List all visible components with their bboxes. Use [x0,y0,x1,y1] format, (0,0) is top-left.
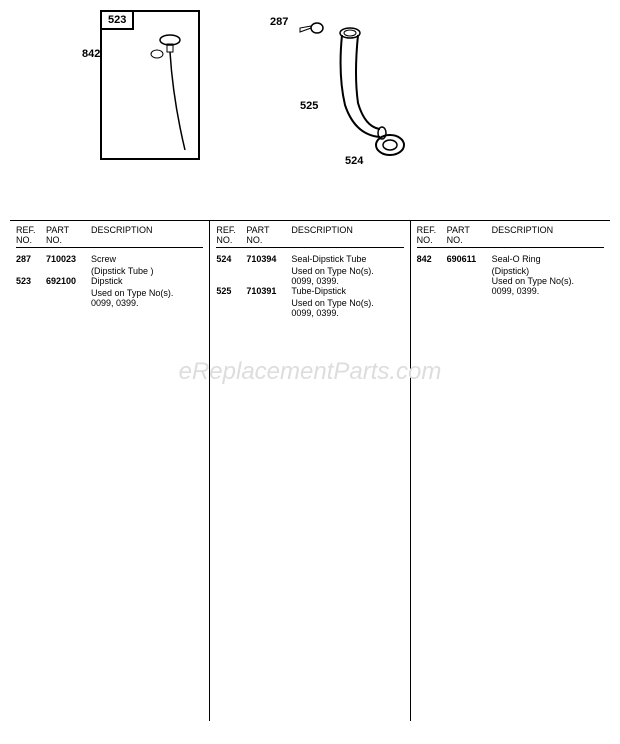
table-row: 287 710023 Screw [16,254,203,264]
col-header: REF. NO. PART NO. DESCRIPTION [216,225,403,248]
callout-287: 287 [270,16,288,28]
table-col-2: REF. NO. PART NO. DESCRIPTION 524 710394… [210,221,410,721]
cell-ref: 523 [16,276,46,286]
seal-icon [370,130,410,160]
cell-desc: Seal-O Ring [492,254,604,264]
table-col-3: REF. NO. PART NO. DESCRIPTION 842 690611… [411,221,610,721]
cell-part: 710394 [246,254,291,264]
cell-part: 710023 [46,254,91,264]
header-ref: REF. NO. [216,225,246,245]
header-ref: REF. NO. [16,225,46,245]
callout-525: 525 [300,100,318,112]
cell-desc: Dipstick [91,276,203,286]
cell-desc: Seal-Dipstick Tube [291,254,403,264]
table-row: 524 710394 Seal-Dipstick Tube [216,254,403,264]
cell-ref: 842 [417,254,447,264]
header-part: PART NO. [447,225,492,245]
cell-part: 710391 [246,286,291,296]
cell-ref: 287 [16,254,46,264]
cell-part: 690611 [447,254,492,264]
table-row: 525 710391 Tube-Dipstick [216,286,403,296]
tube-icon [330,25,410,145]
header-ref: REF. NO. [417,225,447,245]
ref-523-box: 523 [100,10,134,30]
table-row: 842 690611 Seal-O Ring [417,254,604,264]
cell-desc: Tube-Dipstick [291,286,403,296]
cell-desc-sub: Used on Type No(s). 0099, 0399. [291,298,403,318]
cell-part: 692100 [46,276,91,286]
cell-desc-sub: (Dipstick Tube ) [91,266,203,276]
cell-desc-sub: Used on Type No(s). 0099, 0399. [91,288,203,308]
cell-desc-sub: Used on Type No(s). 0099, 0399. [291,266,403,286]
cell-ref: 524 [216,254,246,264]
cell-desc-sub: (Dipstick) Used on Type No(s). 0099, 039… [492,266,604,296]
header-desc: DESCRIPTION [291,225,403,245]
header-desc: DESCRIPTION [91,225,203,245]
screw-icon [295,20,325,40]
dipstick-icon [145,30,205,160]
callout-842: 842 [82,48,100,60]
col-header: REF. NO. PART NO. DESCRIPTION [16,225,203,248]
callout-524: 524 [345,155,363,167]
diagram-area: 523 842 287 525 524 [100,10,500,210]
table-row: 523 692100 Dipstick [16,276,203,286]
header-part: PART NO. [46,225,91,245]
parts-table: REF. NO. PART NO. DESCRIPTION 287 710023… [10,220,610,721]
table-col-1: REF. NO. PART NO. DESCRIPTION 287 710023… [10,221,210,721]
col-header: REF. NO. PART NO. DESCRIPTION [417,225,604,248]
cell-ref: 525 [216,286,246,296]
header-desc: DESCRIPTION [492,225,604,245]
header-part: PART NO. [246,225,291,245]
cell-desc: Screw [91,254,203,264]
